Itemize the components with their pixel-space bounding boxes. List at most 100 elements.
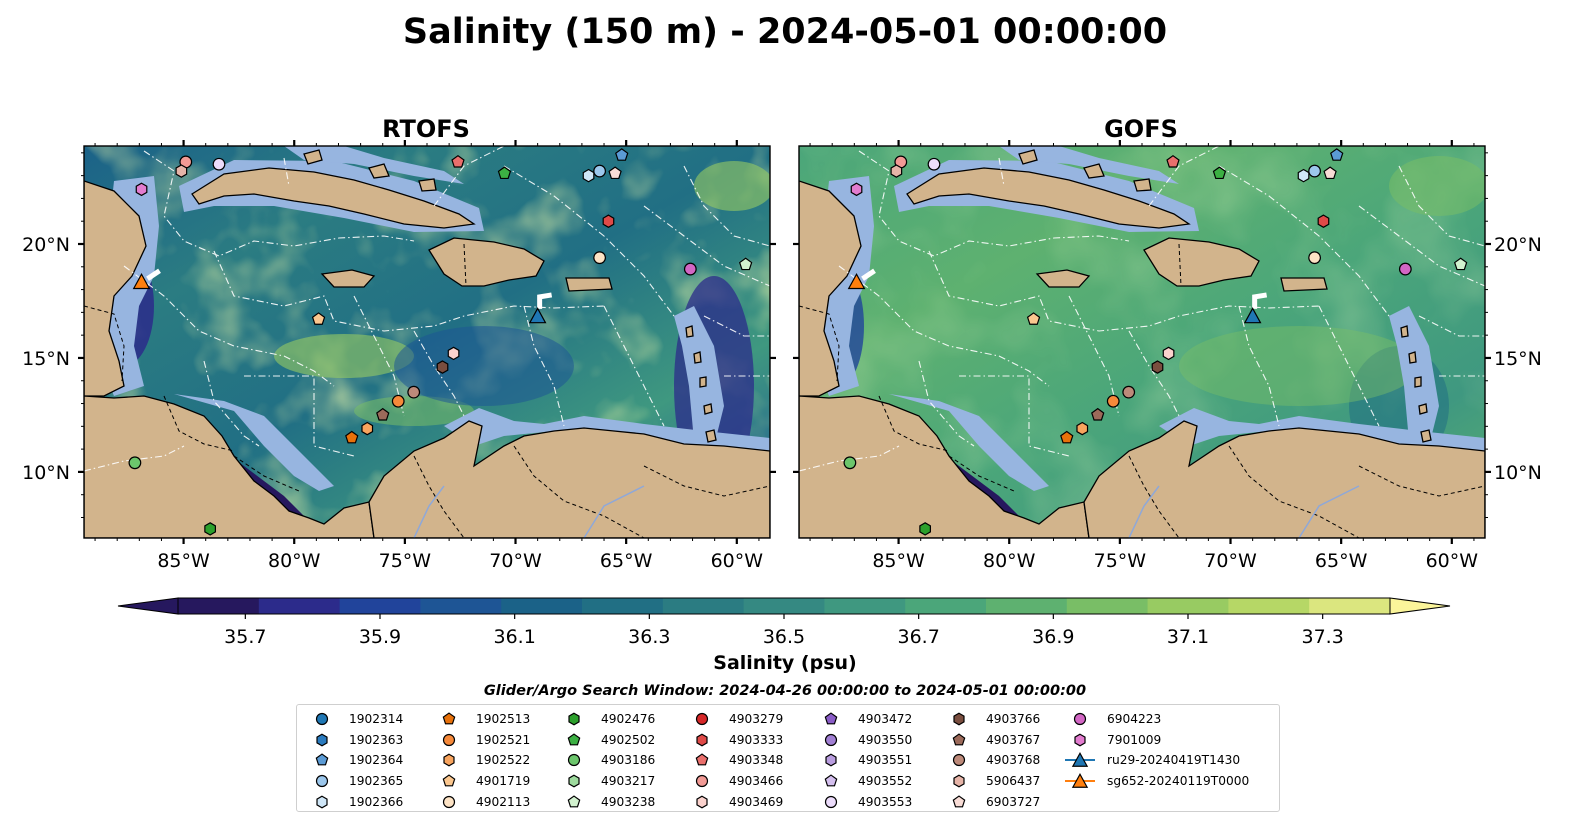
- panel-title-rtofs: RTOFS: [382, 115, 470, 143]
- legend-circle-icon: [695, 774, 709, 788]
- colorbar: 35.7 35.9 36.1 36.3 36.5 36.7 36.9 37.1 37.3: [117, 597, 1451, 648]
- float-marker-4903348: [451, 154, 465, 168]
- float-marker-4903469: [447, 346, 460, 361]
- legend-label: 5906437: [986, 774, 1041, 789]
- legend-column: 4903472 4903550 4903551 4903552 4903553: [816, 709, 912, 812]
- legend-hexagon-icon: [568, 712, 580, 726]
- colorbar-tick-label: 37.1: [1167, 626, 1209, 648]
- legend-entry: 4903279: [687, 709, 783, 730]
- legend-pentagon-icon: [315, 753, 329, 766]
- colorbar-segment: [420, 598, 502, 614]
- legend-entry: 1902521: [434, 730, 530, 751]
- colorbar-segment: [824, 598, 906, 614]
- legend-marker-icon: [824, 774, 838, 787]
- lat-tick-label-right: 20°N: [1494, 234, 1542, 256]
- float-marker-1902364: [615, 148, 629, 161]
- colorbar-tick-label: 37.3: [1302, 626, 1344, 648]
- legend-marker-icon: [442, 795, 456, 808]
- legend-circle-icon: [1073, 713, 1087, 726]
- float-marker-4903767: [1091, 407, 1105, 421]
- float-marker-4903766: [1151, 360, 1164, 374]
- colorbar-segment: [501, 598, 583, 614]
- colorbar-segment: [662, 598, 745, 614]
- legend-entry: 1902366: [307, 791, 403, 812]
- colorbar-segment: [1228, 598, 1310, 614]
- legend-marker-icon: [568, 712, 580, 726]
- legend-hexagon-icon: [953, 774, 965, 788]
- legend-column: 4902476 4902502 4903186 4903217 4903238: [559, 709, 655, 812]
- legend-pentagon-icon: [567, 733, 581, 746]
- legend-label: 4902113: [476, 794, 531, 809]
- float-marker-1902513: [1060, 430, 1074, 444]
- float-marker-7901009: [135, 182, 148, 197]
- legend-hexagon-icon: [443, 754, 455, 767]
- float-marker-4903768: [407, 385, 421, 399]
- colorbar-segment: [1147, 598, 1229, 614]
- legend-marker-icon: [952, 754, 966, 767]
- legend-marker-icon: [1065, 773, 1095, 788]
- legend-marker-icon: [442, 712, 456, 725]
- legend-hexagon-icon: [825, 754, 837, 767]
- glider-marker-sg652-20240119T0000: [847, 272, 866, 290]
- legend-hexagon-icon: [316, 733, 328, 747]
- legend-column: 1902314 1902363 1902364 1902365 1902366: [307, 709, 403, 812]
- legend-label: 4903469: [729, 794, 784, 809]
- colorbar-tick-label: 35.9: [359, 626, 401, 648]
- float-marker-4903767: [376, 407, 390, 421]
- legend-entry: 1902363: [307, 730, 403, 751]
- legend-entry: 4903238: [559, 791, 655, 812]
- legend-label: 4903551: [858, 753, 913, 768]
- legend-entry: 4903553: [816, 791, 912, 812]
- float-marker-4903768: [1122, 385, 1136, 399]
- legend-marker-icon: [568, 774, 580, 788]
- legend-marker-icon: [315, 713, 329, 726]
- float-marker-4903553: [927, 157, 941, 171]
- legend-circle-icon: [567, 754, 581, 767]
- legend-label: 6904223: [1107, 712, 1162, 727]
- legend-entry: 4903550: [816, 730, 912, 751]
- legend-label: 4902502: [601, 732, 656, 747]
- legend-marker-icon: [696, 733, 708, 747]
- colorbar-segment: [258, 598, 341, 614]
- legend-entry: 4902113: [434, 791, 530, 812]
- colorbar-segment: [1309, 598, 1391, 614]
- legend-pentagon-icon: [567, 794, 581, 808]
- colorbar-tick-label: 36.9: [1032, 626, 1074, 648]
- panel-title-gofs: GOFS: [1104, 115, 1178, 143]
- colorbar-tick-label: 36.3: [628, 626, 670, 648]
- colorbar-label: Salinity (psu): [713, 652, 856, 674]
- float-marker-1902522: [1076, 421, 1089, 436]
- figure-title: Salinity (150 m) - 2024-05-01 00:00:00: [403, 12, 1167, 52]
- lon-tick-label: 60°W: [711, 550, 764, 572]
- lat-tick-label-right: 10°N: [1494, 462, 1542, 484]
- legend-label: 4903766: [986, 712, 1041, 727]
- legend-label: 1902366: [349, 794, 404, 809]
- legend-marker-icon: [442, 733, 456, 746]
- float-marker-4902476: [919, 522, 932, 536]
- legend-marker-icon: [952, 733, 966, 746]
- legend-label: 4901719: [476, 774, 531, 789]
- legend-hexagon-icon: [316, 795, 328, 809]
- legend-entry: 4903472: [816, 709, 912, 730]
- lon-tick-label: 60°W: [1426, 550, 1479, 572]
- float-marker-4902502: [1212, 166, 1227, 180]
- legend-entry: 7901009: [1065, 730, 1249, 751]
- legend-label: 1902363: [349, 732, 404, 747]
- lon-tick-label: 75°W: [379, 550, 432, 572]
- legend-entry: 1902364: [307, 750, 403, 771]
- legend-column: 4903766 4903767 4903768 5906437 6903727: [944, 709, 1040, 812]
- legend-pentagon-icon: [952, 794, 966, 808]
- colorbar-tick-label: 36.7: [898, 626, 940, 648]
- legend-title: Glider/Argo Search Window: 2024-04-26 00…: [484, 683, 1086, 699]
- legend-hexagon-icon: [696, 795, 708, 809]
- float-marker-4903186: [843, 456, 857, 470]
- float-marker-4903348: [1166, 154, 1180, 168]
- legend-circle-icon: [315, 713, 329, 726]
- legend-marker-icon: [695, 774, 709, 788]
- legend-entry: 4903767: [944, 730, 1040, 751]
- lon-tick-label: 65°W: [1315, 550, 1368, 572]
- colorbar-tick-label: 36.5: [763, 626, 805, 648]
- legend-label: 1902521: [476, 732, 531, 747]
- float-marker-4903238: [1453, 257, 1468, 271]
